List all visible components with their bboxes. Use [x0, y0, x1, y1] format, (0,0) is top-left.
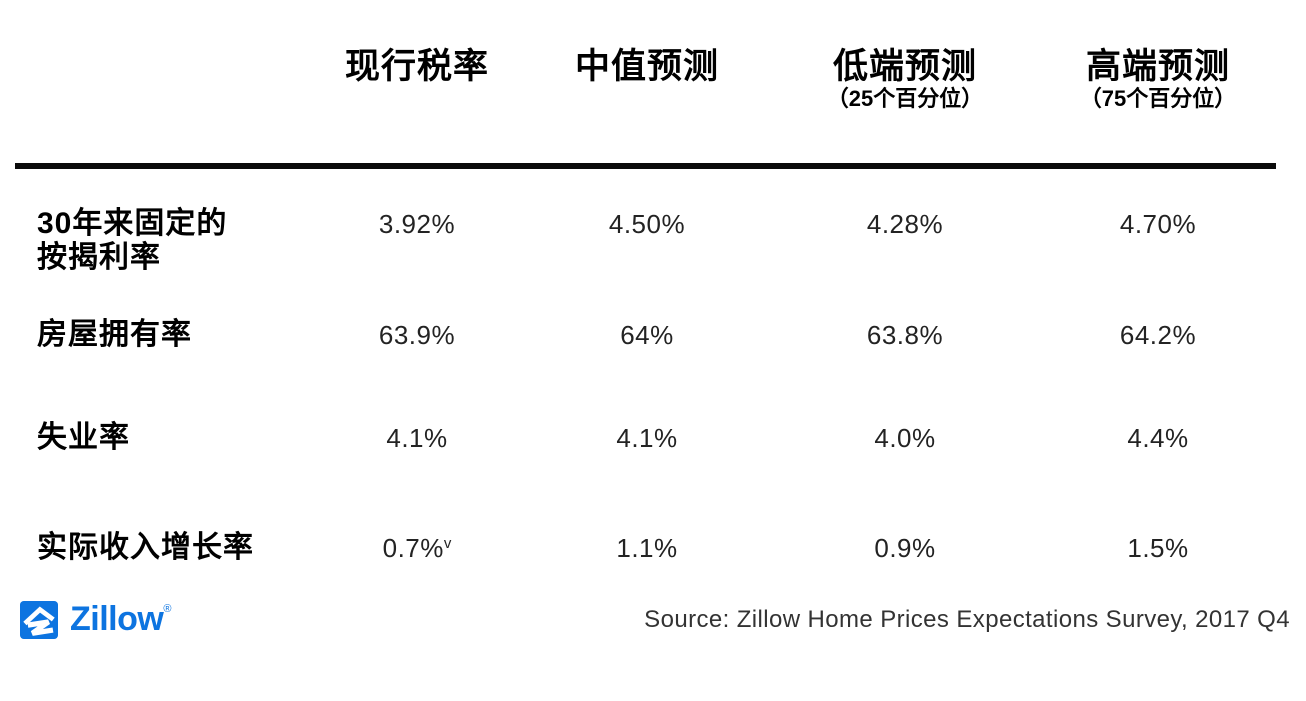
table-row-mortgage-rate: 30年来固定的 按揭利率 3.92% 4.50% 4.28% 4.70%: [0, 207, 1306, 275]
row-label: 房屋拥有率: [37, 318, 192, 351]
registered-trademark-symbol: ®: [163, 603, 171, 615]
table-cell: 1.1%: [616, 533, 678, 563]
table-cell: 4.1%: [616, 423, 678, 453]
table-cell: 64%: [620, 320, 674, 350]
brand-name: Zillow: [70, 600, 164, 638]
column-header-label: 中值预测: [574, 47, 719, 86]
table-header-row: 现行税率 中值预测 低端预测 （25个百分位） 高端预测 （75个百分位）: [0, 48, 1306, 112]
footnote-marker: v: [443, 535, 452, 552]
table-cell: 0.9%: [874, 533, 936, 563]
table-row-unemployment-rate: 失业率 4.1% 4.1% 4.0% 4.4%: [0, 421, 1306, 455]
column-header-subtitle: （25个百分位）: [826, 86, 984, 111]
header-divider-rule: [15, 163, 1276, 169]
table-row-homeownership-rate: 房屋拥有率 63.9% 64% 63.8% 64.2%: [0, 318, 1306, 352]
column-header-low-forecast: 低端预测 （25个百分位）: [766, 48, 1044, 112]
column-header-current-rate: 现行税率: [306, 48, 528, 112]
table-cell: 4.4%: [1127, 423, 1189, 453]
table-cell: 1.5%: [1127, 533, 1189, 563]
table-cell: 63.8%: [866, 320, 944, 350]
column-header-subtitle: [306, 86, 528, 112]
zillow-house-icon: [20, 600, 58, 639]
column-header-label: 高端预测: [1085, 47, 1230, 86]
footer: Zillow® Source: Zillow Home Prices Expec…: [0, 600, 1306, 639]
column-header-high-forecast: 高端预测 （75个百分位）: [1044, 48, 1272, 112]
column-header-median-forecast: 中值预测: [528, 48, 766, 112]
table-cell: 3.92%: [378, 209, 456, 239]
source-attribution: Source: Zillow Home Prices Expectations …: [644, 605, 1290, 633]
cell-value-text: 0.7%: [382, 533, 444, 563]
table-cell: 64.2%: [1119, 320, 1197, 350]
row-label: 失业率: [37, 421, 130, 454]
column-header-label: 低端预测: [832, 47, 977, 86]
row-label: 30年来固定的 按揭利率: [37, 207, 228, 274]
zillow-logo: Zillow®: [20, 600, 171, 639]
zillow-wordmark: Zillow®: [70, 600, 171, 639]
column-header-subtitle: （75个百分位）: [1079, 86, 1237, 111]
table-cell: 4.50%: [608, 209, 686, 239]
table-cell: 4.1%: [386, 423, 448, 453]
table-cell: 4.70%: [1119, 209, 1197, 239]
table-cell: 0.7%v: [306, 531, 528, 565]
row-label: 实际收入增长率: [37, 531, 254, 564]
column-header-subtitle: [528, 86, 766, 112]
table-row-income-growth-rate: 实际收入增长率 0.7%v 1.1% 0.9% 1.5%: [0, 531, 1306, 565]
column-header-label: 现行税率: [344, 47, 489, 86]
table-cell: 4.28%: [866, 209, 944, 239]
table-cell: 63.9%: [378, 320, 456, 350]
table-cell: 4.0%: [874, 423, 936, 453]
